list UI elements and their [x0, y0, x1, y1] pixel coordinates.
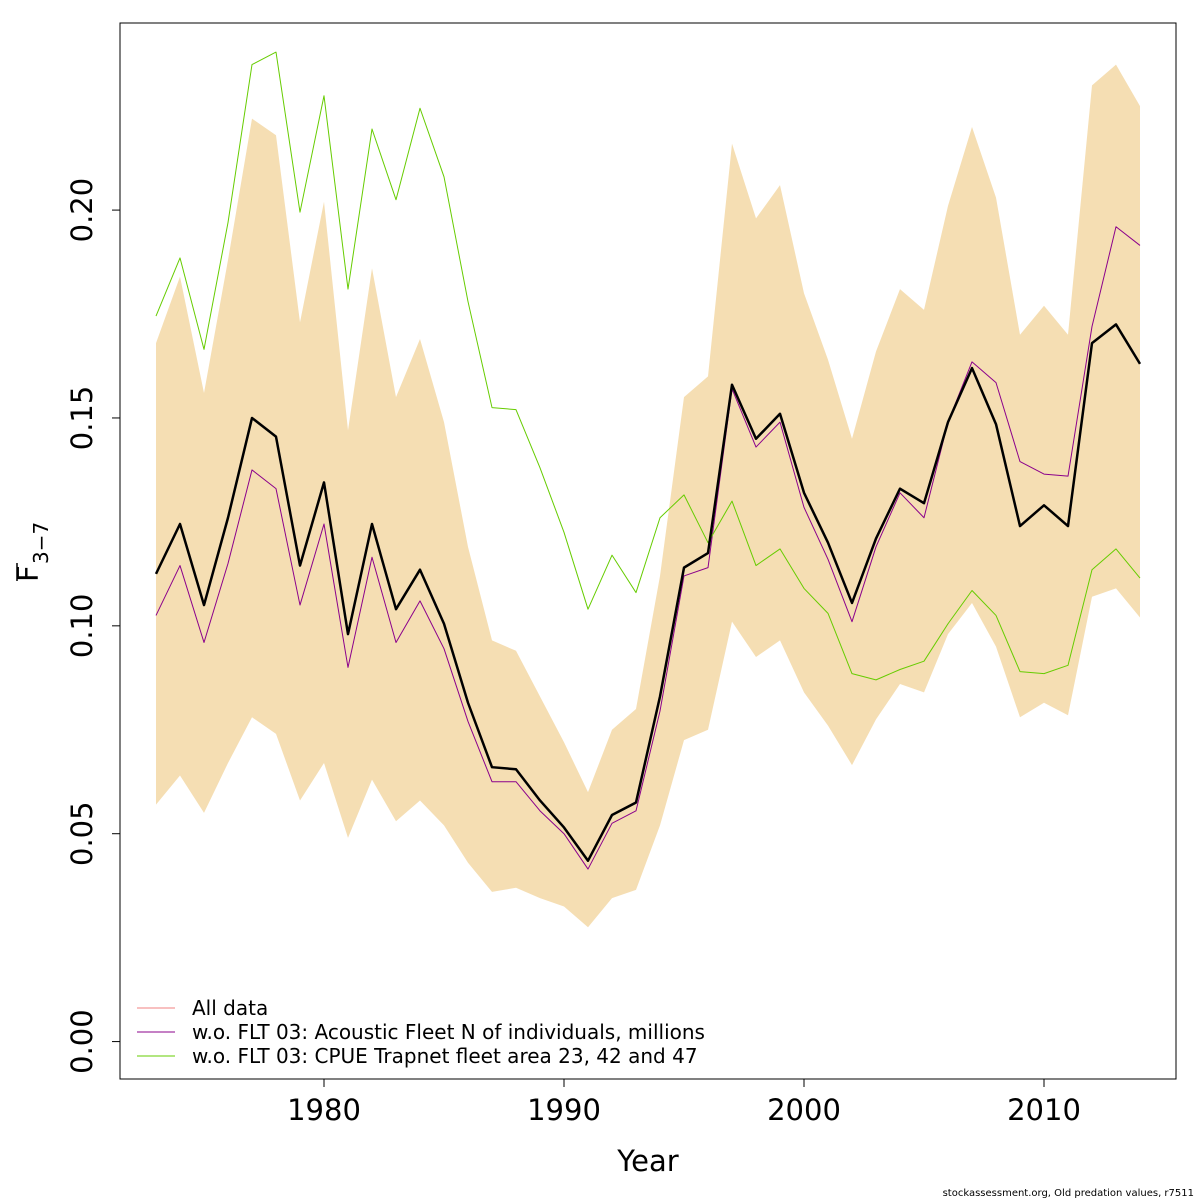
y-tick-label: 0.10 — [65, 594, 99, 659]
y-axis-title-main: F — [11, 565, 45, 582]
x-axis-title: Year — [616, 1144, 678, 1178]
x-tick-label: 2010 — [1007, 1093, 1081, 1127]
y-axis-title-subscript: 3−7 — [29, 522, 53, 564]
y-tick-label: 0.15 — [65, 386, 99, 451]
x-tick-label: 2000 — [767, 1093, 841, 1127]
y-axis: 0.00 0.05 0.10 0.15 0.20 — [65, 178, 120, 1074]
legend-label-2: w.o. FLT 03: CPUE Trapnet fleet area 23,… — [192, 1044, 698, 1068]
confidence-band-layer — [156, 64, 1140, 928]
series-line-2 — [155, 51, 1141, 681]
x-tick-label: 1980 — [287, 1093, 361, 1127]
legend-label-0: All data — [192, 996, 268, 1020]
y-axis-title: F 3−7 — [11, 522, 53, 582]
footnote: stockassessment.org, Old predation value… — [943, 1188, 1194, 1199]
x-tick-label: 1990 — [527, 1093, 601, 1127]
x-axis: 1980 1990 2000 2010 — [287, 1079, 1081, 1127]
confidence-band — [156, 64, 1140, 928]
legend-label-1: w.o. FLT 03: Acoustic Fleet N of individ… — [192, 1020, 705, 1044]
series-line-0 — [154, 323, 1142, 862]
y-tick-label: 0.05 — [65, 801, 99, 866]
y-tick-label: 0.00 — [65, 1009, 99, 1074]
plot-frame — [119, 22, 1177, 1080]
series-line-1 — [155, 226, 1141, 870]
y-tick-label: 0.20 — [65, 178, 99, 243]
series-lines-layer — [154, 51, 1142, 870]
